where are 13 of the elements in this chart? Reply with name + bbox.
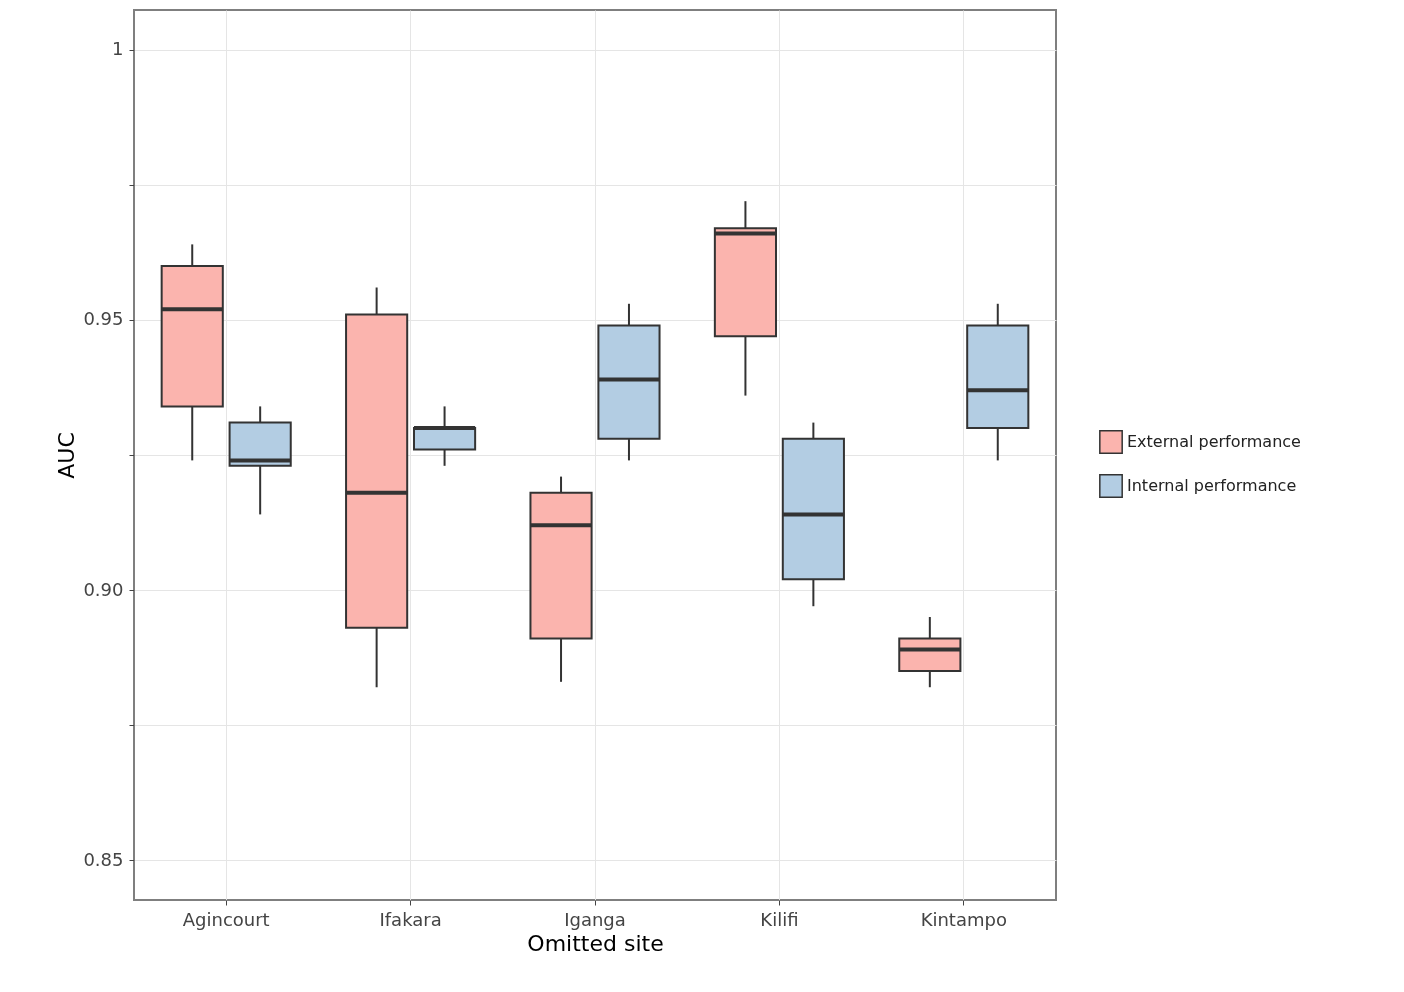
y-tick-label: 1: [112, 38, 124, 60]
y-tick-label: 0.85: [83, 848, 124, 870]
y-tick-label: 0.90: [83, 578, 124, 600]
legend-label: Internal performance: [1127, 476, 1297, 495]
legend-label: External performance: [1127, 432, 1301, 451]
x-tick-label: Iganga: [564, 908, 626, 930]
x-axis-title: Omitted site: [527, 930, 664, 956]
y-tick-label: 0.95: [83, 308, 124, 330]
y-axis-title: AUC: [54, 432, 80, 479]
x-tick-label: Agincourt: [182, 908, 270, 930]
x-tick-label: Kilifi: [760, 908, 799, 930]
x-tick-label: Ifakara: [379, 908, 442, 930]
x-tick-label: Kintampo: [920, 908, 1007, 930]
